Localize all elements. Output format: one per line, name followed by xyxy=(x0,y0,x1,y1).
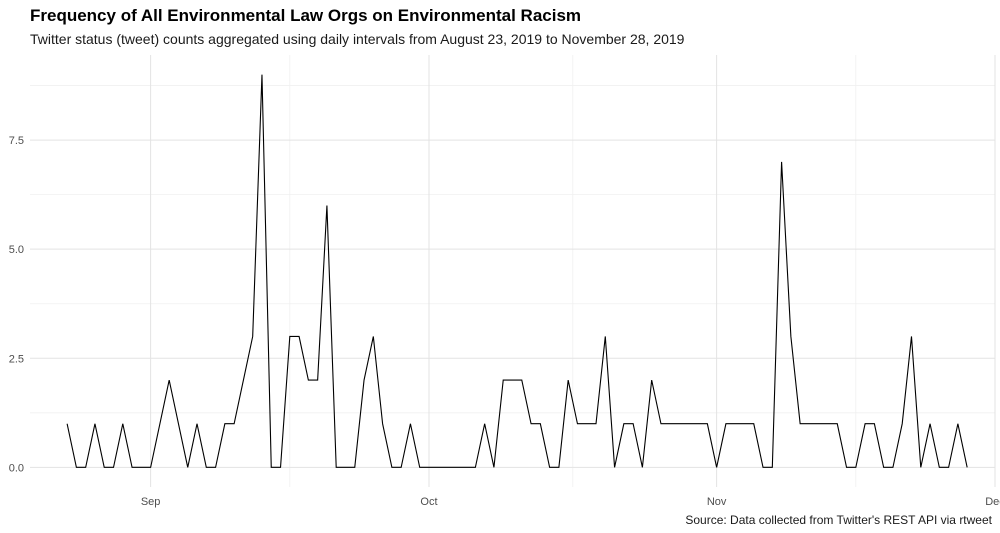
major-gridlines xyxy=(30,55,996,487)
minor-gridlines xyxy=(30,55,995,487)
x-tick-label: Nov xyxy=(707,496,727,508)
series-group xyxy=(66,74,968,468)
chart-caption: Source: Data collected from Twitter's RE… xyxy=(685,513,992,527)
y-tick-label: 5.0 xyxy=(9,244,24,256)
x-tick-label: Sep xyxy=(141,496,161,508)
x-tick-label: Dec xyxy=(985,496,1000,508)
y-tick-label: 7.5 xyxy=(9,135,24,147)
chart-subtitle: Twitter status (tweet) counts aggregated… xyxy=(30,31,685,47)
chart-title: Frequency of All Environmental Law Orgs … xyxy=(30,6,582,25)
y-tick-label: 0.0 xyxy=(9,462,24,474)
series-line-0 xyxy=(66,74,968,468)
y-tick-label: 2.5 xyxy=(9,353,24,365)
tick-labels: 0.0 2.5 5.0 7.5 Sep Oct Nov Dec xyxy=(9,135,1000,508)
x-tick-label: Oct xyxy=(420,496,437,508)
